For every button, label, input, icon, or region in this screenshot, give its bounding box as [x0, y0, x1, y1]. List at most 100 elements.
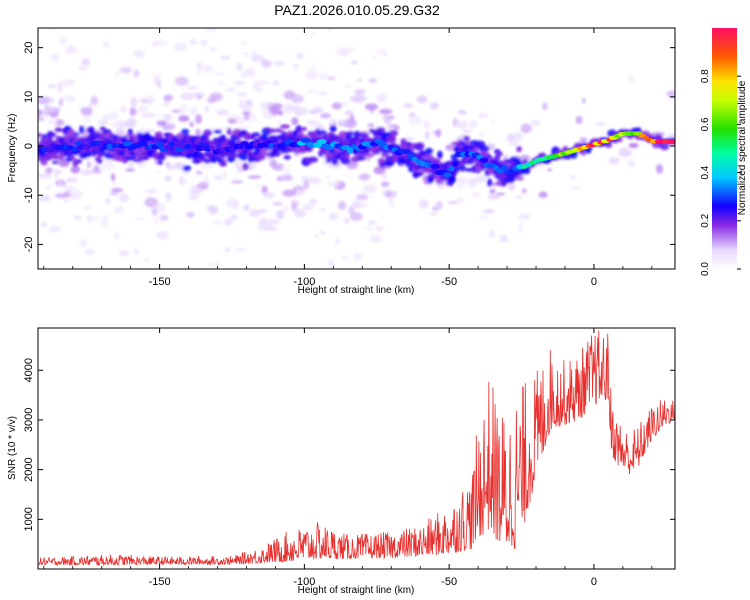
- spectrogram-band-blob: [458, 165, 467, 171]
- spectrogram-noise-blob: [38, 173, 52, 179]
- spectrogram-noise-blob: [296, 52, 304, 60]
- x-tick-label: -150: [149, 576, 171, 588]
- spectrogram-noise-blob: [45, 167, 53, 174]
- spectrogram-noise-blob: [186, 86, 199, 90]
- spectrogram-noise-blob: [80, 169, 93, 176]
- spectrogram-noise-blob: [472, 191, 480, 198]
- spectrogram-noise-blob: [374, 225, 385, 231]
- spectrogram-noise-blob: [81, 58, 91, 66]
- spectrogram-noise-blob: [312, 106, 323, 114]
- spectrogram-noise-blob: [178, 115, 190, 122]
- spectrogram-band-blob: [425, 147, 434, 155]
- spectrogram-noise-blob: [595, 122, 606, 126]
- spectrogram-noise-blob: [388, 197, 395, 208]
- spectrogram-noise-blob: [234, 81, 245, 85]
- spectrogram-noise-blob: [482, 209, 495, 213]
- spectrogram-noise-blob: [249, 209, 261, 217]
- y-tick-label: 4000: [23, 358, 35, 382]
- spectrogram-band-blob: [257, 153, 266, 161]
- spectrogram-noise-blob: [579, 137, 588, 144]
- spectrogram-noise-blob: [38, 96, 50, 105]
- spectrogram-ridge-blob: [346, 147, 354, 154]
- spectrogram-noise-blob: [113, 206, 125, 215]
- spectrogram-band-blob: [616, 137, 623, 143]
- spectrogram-noise-blob: [62, 185, 77, 190]
- spectrogram-noise-blob: [530, 119, 541, 127]
- spectrogram-noise-blob: [95, 120, 102, 127]
- spectrogram-noise-blob: [513, 132, 523, 142]
- spectrogram-band-blob: [356, 155, 366, 161]
- spectrogram-noise-blob: [328, 213, 339, 221]
- spectrogram-noise-blob: [125, 168, 136, 172]
- spectrogram-noise-blob: [520, 123, 532, 134]
- spectrogram-noise-blob: [200, 162, 214, 170]
- spectrogram-noise-blob: [381, 53, 389, 57]
- spectrogram-noise-blob: [329, 117, 336, 125]
- spectrogram-noise-blob: [85, 13, 95, 17]
- spectrogram-band-blob: [379, 162, 386, 169]
- spectrogram-noise-blob: [457, 198, 465, 202]
- spectrogram-noise-blob: [46, 185, 52, 189]
- spectrogram-noise-blob: [38, 116, 45, 122]
- spectrogram-noise-blob: [479, 215, 490, 220]
- spectrogram-noise-blob: [109, 122, 120, 128]
- spectrogram-noise-blob: [468, 180, 477, 188]
- x-tick-label: 0: [591, 576, 597, 588]
- spectrogram-noise-blob: [261, 185, 268, 194]
- spectrogram-noise-blob: [120, 106, 127, 112]
- spectrogram-noise-blob: [335, 238, 340, 244]
- spectrogram-noise-blob: [49, 53, 58, 60]
- spectrogram-band-blob: [376, 127, 386, 133]
- spectrogram-band-blob: [157, 160, 163, 165]
- spectrogram-noise-blob: [263, 192, 270, 199]
- spectrogram-noise-blob: [461, 129, 473, 133]
- spectrogram-noise-blob: [424, 131, 430, 140]
- spectrogram-band-blob: [142, 154, 149, 161]
- spectrogram-noise-blob: [666, 90, 675, 98]
- spectrogram-frame: [37, 27, 676, 270]
- spectrogram-noise-blob: [480, 112, 486, 116]
- spectrogram-noise-blob: [456, 181, 464, 190]
- spectrogram-noise-blob: [349, 212, 363, 221]
- spectrogram-ridge-blob: [316, 139, 327, 145]
- spectrogram-noise-blob: [243, 204, 250, 211]
- spectrogram-band-blob: [231, 152, 237, 158]
- snr-x-axis: -150 -100 -50 0: [43, 328, 653, 588]
- spectrogram-noise-blob: [73, 215, 82, 220]
- spectrogram-noise-blob: [195, 170, 203, 175]
- spectrogram-noise-blob: [163, 114, 173, 122]
- spectrogram-noise-blob: [327, 76, 336, 81]
- spectrogram-band-blob: [51, 160, 59, 165]
- spectrogram-band-blob: [269, 128, 277, 133]
- spectrogram-noise-blob: [105, 198, 111, 204]
- spectrogram-noise-blob: [243, 67, 256, 78]
- spectrogram-ridge-blob: [183, 143, 192, 150]
- spectrogram-band-blob: [203, 129, 213, 137]
- spectrogram-noise-blob: [337, 119, 348, 123]
- spectrogram-noise-blob: [295, 189, 305, 196]
- spectrogram-noise-blob: [119, 67, 132, 74]
- spectrogram-noise-blob: [344, 110, 354, 116]
- spectrogram-noise-blob: [307, 89, 318, 94]
- spectrogram-band-blob: [495, 151, 503, 157]
- spectrogram-band-blob: [307, 156, 319, 163]
- spectrogram-noise-blob: [111, 173, 116, 182]
- spectrogram-noise-blob: [269, 105, 280, 116]
- spectrogram-noise-blob: [325, 175, 331, 180]
- spectrogram-noise-blob: [506, 133, 516, 142]
- spectrogram-noise-blob: [283, 103, 294, 114]
- spectrogram-noise-blob: [69, 175, 79, 184]
- spectrogram-band-blob: [67, 128, 76, 137]
- y-tick-label: 10: [23, 91, 35, 103]
- spectrogram-noise-blob: [86, 214, 93, 224]
- spectrogram-noise-blob: [130, 97, 138, 107]
- spectrogram-noise-blob: [58, 180, 64, 188]
- spectrogram-noise-blob: [276, 120, 283, 124]
- spectrogram-noise-blob: [162, 123, 176, 131]
- spectrogram-noise-blob: [65, 189, 72, 193]
- spectrogram-band-blob: [331, 158, 339, 166]
- spectrogram-noise-blob: [78, 65, 88, 71]
- spectrogram-noise-blob: [343, 218, 350, 224]
- spectrogram-noise-blob: [326, 181, 339, 187]
- spectrogram-noise-blob: [350, 60, 359, 65]
